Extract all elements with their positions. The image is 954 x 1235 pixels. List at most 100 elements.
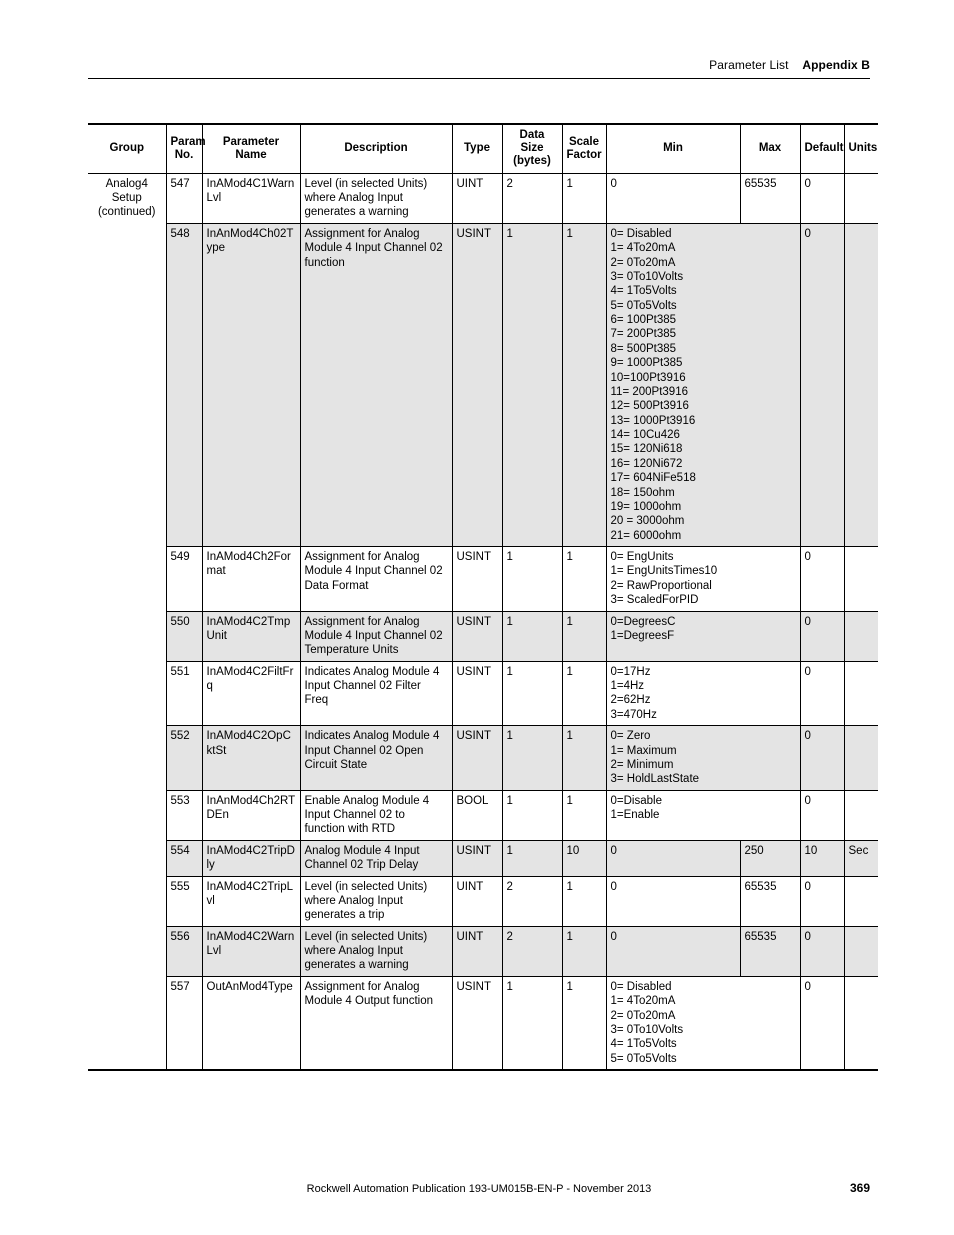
param-desc: Assignment for Analog Module 4 Input Cha… — [300, 611, 452, 661]
param-desc: Assignment for Analog Module 4 Input Cha… — [300, 547, 452, 612]
param-max: 65535 — [740, 173, 800, 223]
table-header-row: Group Param No. Parameter Name Descripti… — [88, 124, 878, 173]
param-size: 2 — [502, 876, 562, 926]
table-row: 557OutAnMod4TypeAssignment for Analog Mo… — [88, 976, 878, 1070]
enum-value: 15= 120Ni618 — [611, 442, 796, 456]
param-desc: Indicates Analog Module 4 Input Channel … — [300, 661, 452, 726]
footer-publication: Rockwell Automation Publication 193-UM01… — [88, 1183, 870, 1195]
param-scale: 1 — [562, 976, 606, 1070]
col-name: Parameter Name — [202, 124, 300, 173]
param-no: 552 — [166, 726, 202, 791]
enum-value: 3= HoldLastState — [611, 772, 796, 786]
param-min: 0 — [606, 876, 740, 926]
param-default: 0 — [800, 173, 844, 223]
param-name: InAMod4Ch2Format — [202, 547, 300, 612]
enum-value: 0= Disabled — [611, 227, 796, 241]
table-row: 550InAMod4C2TmpUnitAssignment for Analog… — [88, 611, 878, 661]
param-desc: Level (in selected Units) where Analog I… — [300, 876, 452, 926]
param-min: 0=DegreesC1=DegreesF — [606, 611, 800, 661]
page-footer: Rockwell Automation Publication 193-UM01… — [88, 1183, 870, 1195]
enum-value: 3=470Hz — [611, 708, 796, 722]
enum-value: 12= 500Pt3916 — [611, 399, 796, 413]
table-row: 552InAMod4C2OpCktStIndicates Analog Modu… — [88, 726, 878, 791]
enum-value: 3= ScaledForPID — [611, 593, 796, 607]
enum-value: 2= 0To20mA — [611, 256, 796, 270]
param-min: 0= EngUnits1= EngUnitsTimes102= RawPropo… — [606, 547, 800, 612]
enum-value: 10=100Pt3916 — [611, 371, 796, 385]
param-default: 0 — [800, 661, 844, 726]
col-max: Max — [740, 124, 800, 173]
running-header: Parameter List Appendix B — [88, 58, 870, 72]
param-default: 0 — [800, 223, 844, 546]
param-type: BOOL — [452, 790, 502, 840]
enum-value: 7= 200Pt385 — [611, 327, 796, 341]
param-type: USINT — [452, 547, 502, 612]
param-min: 0 — [606, 173, 740, 223]
param-desc: Assignment for Analog Module 4 Output fu… — [300, 976, 452, 1070]
enum-value: 8= 500Pt385 — [611, 342, 796, 356]
param-size: 1 — [502, 223, 562, 546]
col-type: Type — [452, 124, 502, 173]
param-units — [844, 790, 878, 840]
group-cell: Analog4 Setup (continued) — [88, 173, 166, 1070]
param-type: USINT — [452, 976, 502, 1070]
enum-value: 14= 10Cu426 — [611, 428, 796, 442]
param-name: InAMod4C2FiltFrq — [202, 661, 300, 726]
col-paramno: Param No. — [166, 124, 202, 173]
col-default: Default — [800, 124, 844, 173]
param-no: 555 — [166, 876, 202, 926]
enum-value: 1= 4To20mA — [611, 241, 796, 255]
enum-value: 2= RawProportional — [611, 579, 796, 593]
enum-value: 0= Disabled — [611, 980, 796, 994]
header-appendix: Appendix B — [802, 58, 870, 72]
param-scale: 1 — [562, 726, 606, 791]
param-size: 2 — [502, 173, 562, 223]
enum-value: 20 = 3000ohm — [611, 514, 796, 528]
param-max: 250 — [740, 840, 800, 876]
enum-value: 18= 150ohm — [611, 486, 796, 500]
param-units — [844, 661, 878, 726]
enum-value: 4= 1To5Volts — [611, 1037, 796, 1051]
param-size: 1 — [502, 547, 562, 612]
col-desc: Description — [300, 124, 452, 173]
param-default: 0 — [800, 726, 844, 791]
param-scale: 1 — [562, 790, 606, 840]
param-scale: 1 — [562, 611, 606, 661]
enum-value: 0=DegreesC — [611, 615, 796, 629]
param-size: 1 — [502, 840, 562, 876]
enum-value: 1=4Hz — [611, 679, 796, 693]
col-size: Data Size (bytes) — [502, 124, 562, 173]
param-type: UINT — [452, 876, 502, 926]
param-max: 65535 — [740, 926, 800, 976]
param-type: USINT — [452, 726, 502, 791]
param-size: 1 — [502, 611, 562, 661]
param-scale: 1 — [562, 926, 606, 976]
param-units — [844, 223, 878, 546]
enum-value: 2= Minimum — [611, 758, 796, 772]
param-units — [844, 611, 878, 661]
param-no: 550 — [166, 611, 202, 661]
param-default: 0 — [800, 876, 844, 926]
param-name: InAMod4C2TripDly — [202, 840, 300, 876]
col-group: Group — [88, 124, 166, 173]
param-units — [844, 547, 878, 612]
enum-value: 1=Enable — [611, 808, 796, 822]
param-no: 553 — [166, 790, 202, 840]
param-name: InAnMod4Ch2RTDEn — [202, 790, 300, 840]
param-scale: 1 — [562, 173, 606, 223]
param-type: UINT — [452, 173, 502, 223]
enum-value: 2= 0To20mA — [611, 1009, 796, 1023]
footer-page-number: 369 — [850, 1181, 870, 1195]
param-min: 0= Disabled1= 4To20mA2= 0To20mA3= 0To10V… — [606, 223, 800, 546]
table-row: 554InAMod4C2TripDlyAnalog Module 4 Input… — [88, 840, 878, 876]
enum-value: 1=DegreesF — [611, 629, 796, 643]
param-min: 0 — [606, 926, 740, 976]
enum-value: 3= 0To10Volts — [611, 1023, 796, 1037]
enum-value: 3= 0To10Volts — [611, 270, 796, 284]
enum-value: 9= 1000Pt385 — [611, 356, 796, 370]
param-size: 1 — [502, 661, 562, 726]
param-desc: Indicates Analog Module 4 Input Channel … — [300, 726, 452, 791]
enum-value: 0=17Hz — [611, 665, 796, 679]
parameter-table: Group Param No. Parameter Name Descripti… — [88, 123, 878, 1071]
enum-value: 1= Maximum — [611, 744, 796, 758]
